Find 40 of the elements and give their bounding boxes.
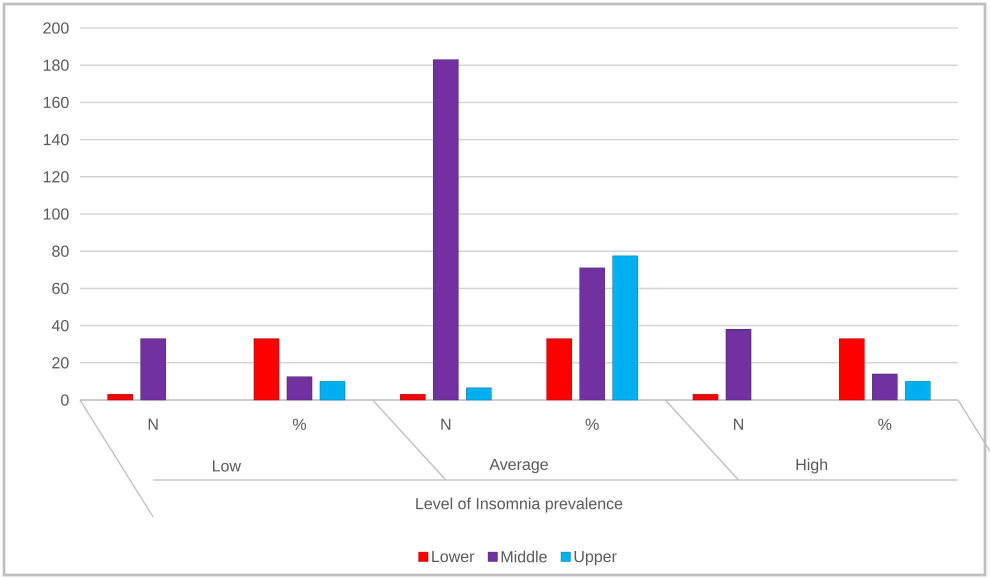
x-tick-label: %: [878, 418, 892, 430]
legend-label: Upper: [574, 550, 617, 566]
text: Average: [489, 458, 548, 474]
y-tick-label: 100: [44, 208, 69, 220]
bar: [692, 394, 718, 400]
bar: [320, 381, 346, 400]
y-tick-label: 120: [44, 171, 69, 182]
text: Low: [212, 460, 242, 472]
y-tick-label: 0: [61, 394, 69, 406]
y-tick-label: 140: [44, 134, 69, 146]
bar: [872, 374, 898, 400]
legend-label: Middle: [502, 550, 547, 562]
legend-label: Lower: [432, 550, 474, 562]
bar: [107, 394, 133, 400]
bar: [254, 338, 280, 400]
y-tick-label: 60: [52, 282, 69, 294]
bar: [400, 394, 426, 400]
y-tick-label: 160: [44, 96, 69, 108]
x-axis-title: Level of Insomnia prevalence: [416, 498, 622, 512]
bar: [466, 388, 492, 400]
bar: [140, 338, 166, 400]
bar: [433, 59, 459, 400]
x-tick-label: N: [441, 418, 450, 430]
y-tick-label: 20: [52, 357, 69, 368]
bar: [579, 268, 605, 400]
bar: [612, 256, 638, 400]
text: High: [796, 458, 828, 474]
y-tick-label: 40: [52, 320, 69, 332]
bar: [726, 329, 752, 400]
bar: [286, 376, 312, 400]
y-tick-label: 180: [44, 60, 69, 71]
y-tick-label: 200: [43, 22, 69, 34]
x-tick-label: N: [734, 418, 743, 430]
x-tick-label: %: [586, 418, 599, 430]
x-tick-label: N: [148, 418, 158, 430]
bar: [905, 381, 931, 400]
bar: [546, 338, 572, 400]
y-tick-label: 80: [52, 246, 69, 257]
x-tick-label: %: [292, 418, 306, 430]
bar: [839, 338, 865, 400]
